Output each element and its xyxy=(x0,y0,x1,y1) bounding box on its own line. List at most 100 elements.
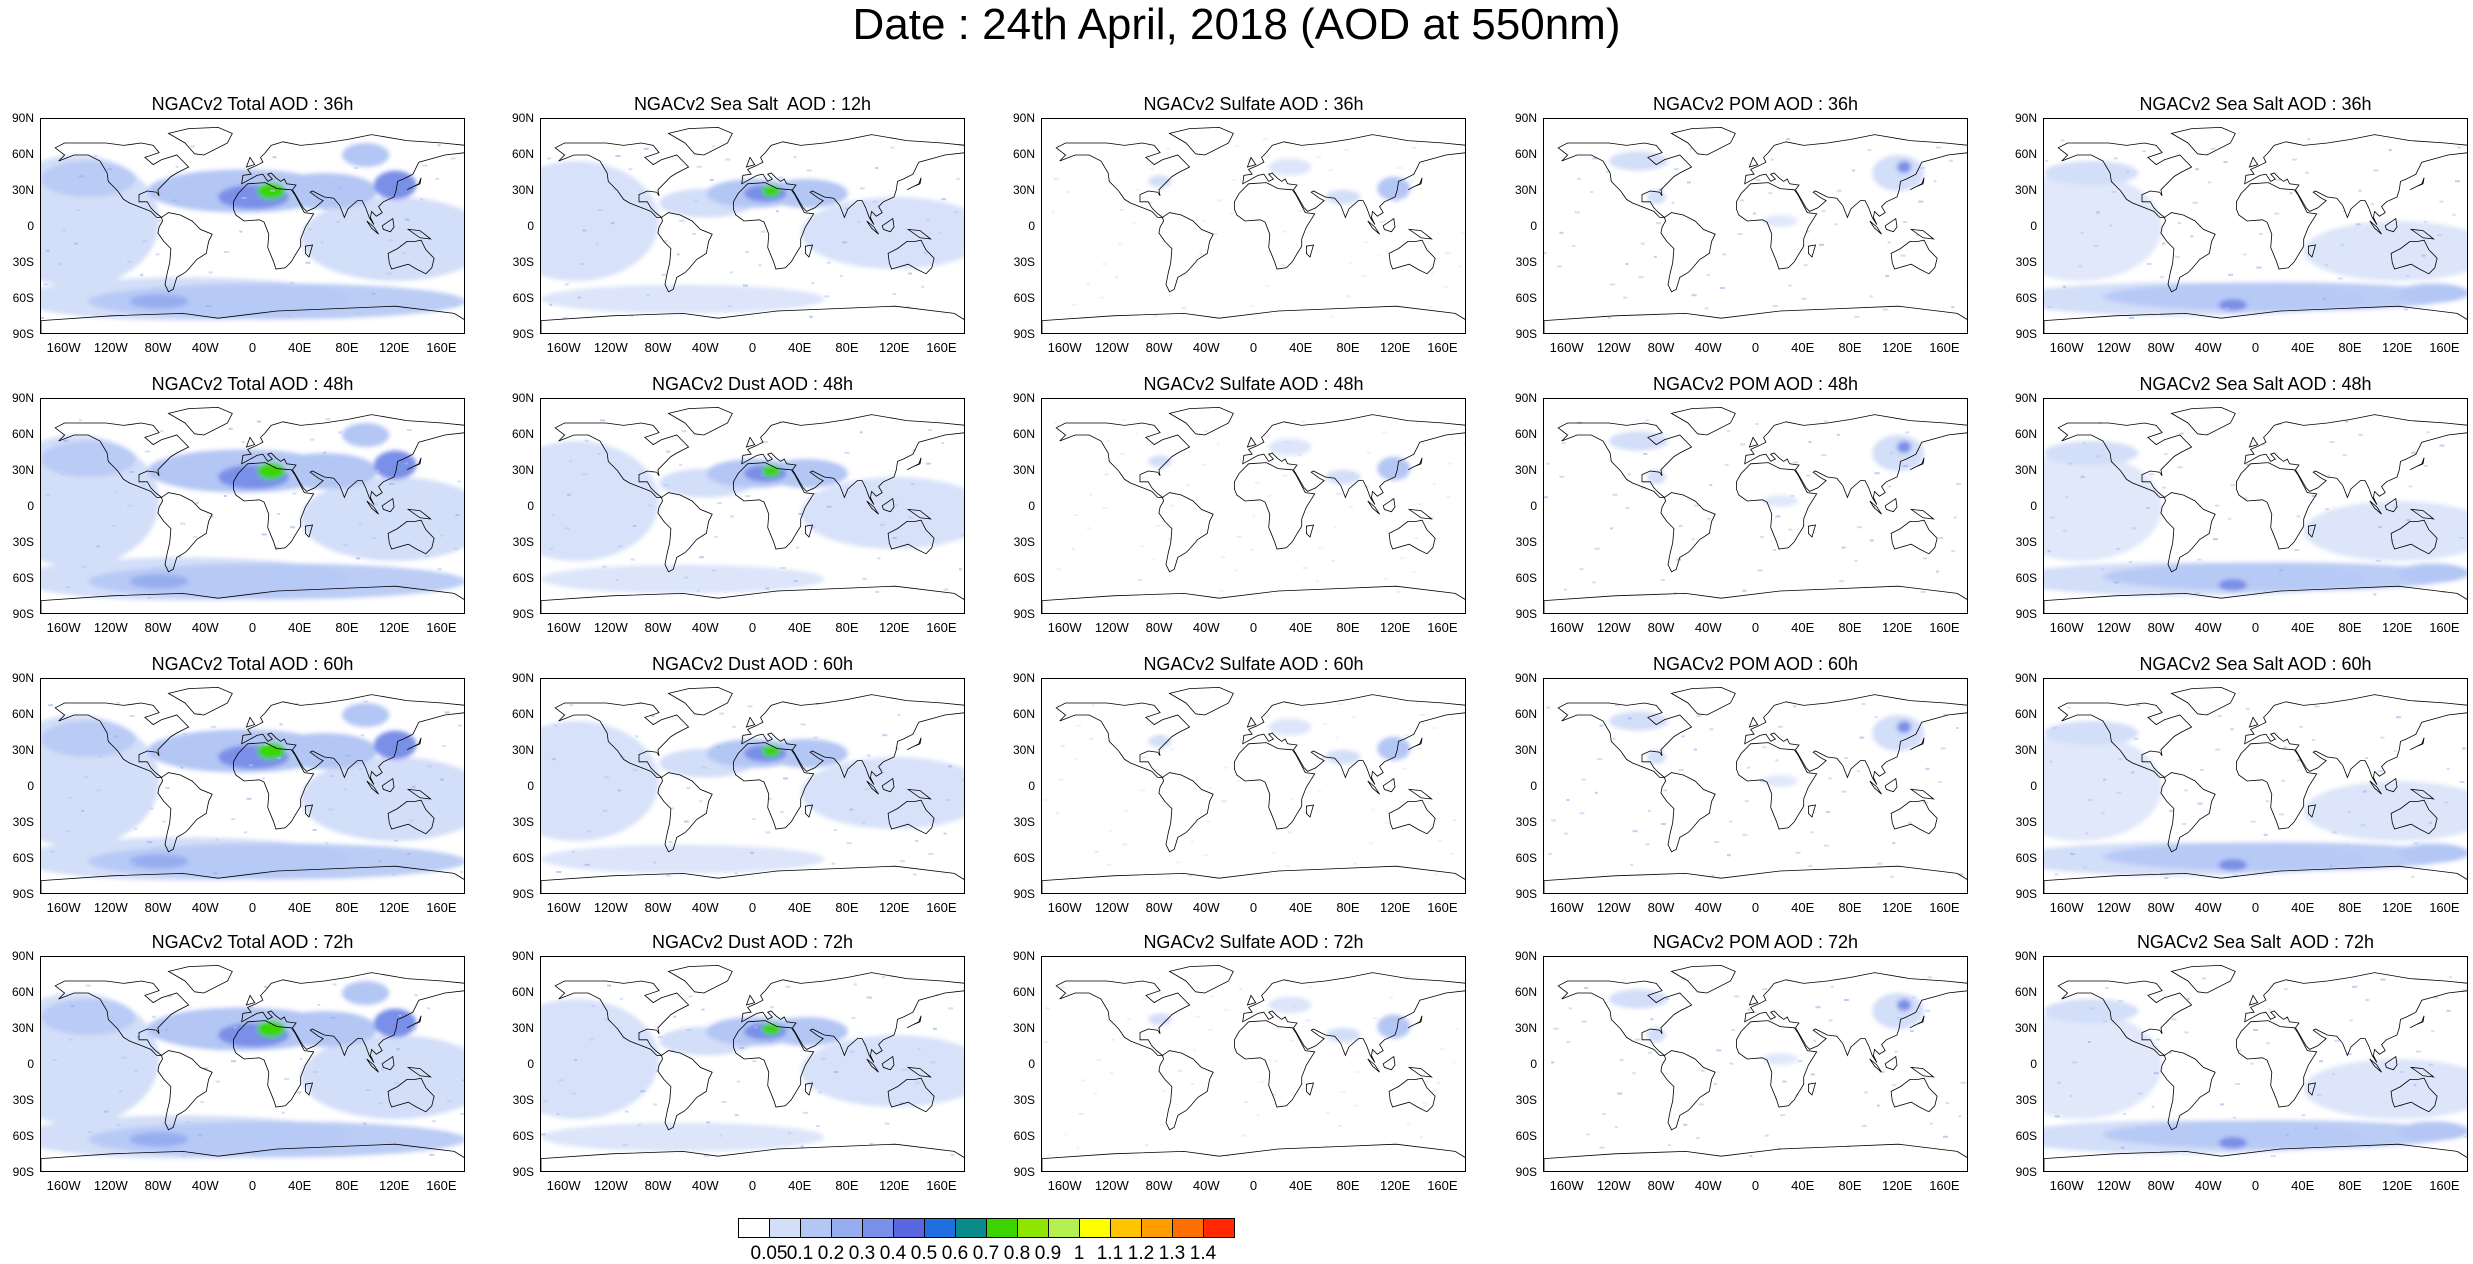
aod-cell xyxy=(1842,547,1846,549)
aod-cell xyxy=(745,251,749,253)
aod-plume xyxy=(130,1132,189,1146)
aod-cell xyxy=(191,145,195,147)
lat-tick-label: 60N xyxy=(2003,427,2037,441)
lat-tick-label: 90N xyxy=(2003,949,2037,963)
aod-cell xyxy=(1446,252,1450,254)
aod-cell xyxy=(330,775,334,777)
aod-cell xyxy=(2317,1094,2322,1096)
aod-cell xyxy=(396,1048,400,1050)
aod-cell xyxy=(689,995,693,997)
aod-cell xyxy=(1793,461,1798,463)
aod-cell xyxy=(1551,819,1556,821)
panel-title: NGACv2 Dust AOD : 72h xyxy=(540,931,965,953)
aod-cell xyxy=(2429,822,2432,824)
aod-cell xyxy=(857,221,860,223)
aod-cell xyxy=(1654,256,1657,258)
aod-cell xyxy=(2136,1126,2141,1128)
aod-cell xyxy=(605,776,609,778)
aod-cell xyxy=(625,1111,629,1113)
aod-cell xyxy=(354,167,358,169)
aod-cell xyxy=(2447,768,2450,770)
aod-cell xyxy=(763,441,768,443)
aod-cell xyxy=(2184,789,2187,791)
aod-cell xyxy=(2182,823,2186,825)
aod-cell xyxy=(2177,222,2181,224)
aod-plume xyxy=(541,999,659,1119)
aod-cell xyxy=(1155,769,1158,771)
coastline xyxy=(246,995,254,1005)
aod-cell xyxy=(1633,1072,1636,1074)
aod-cell xyxy=(699,556,704,558)
aod-cell xyxy=(710,179,714,181)
aod-cell xyxy=(1329,169,1333,171)
aod-cell xyxy=(964,987,965,989)
aod-cell xyxy=(1298,210,1303,212)
aod-plume xyxy=(271,173,377,209)
aod-cell xyxy=(781,811,784,813)
aod-cell xyxy=(1617,1093,1622,1095)
aod-cell xyxy=(946,799,951,801)
aod-cell xyxy=(1417,503,1422,505)
colorbar-swatch xyxy=(1141,1218,1173,1238)
aod-cell xyxy=(163,821,166,823)
aod-plume xyxy=(257,743,285,760)
aod-cell xyxy=(628,168,632,170)
coastline xyxy=(1745,415,1968,505)
coastline xyxy=(669,407,733,435)
coastline xyxy=(907,458,921,470)
map-canvas xyxy=(41,957,465,1172)
aod-plume xyxy=(41,721,135,757)
aod-cell xyxy=(640,1090,645,1092)
aod-cell xyxy=(1199,253,1204,255)
aod-cell xyxy=(2231,484,2236,486)
aod-cell xyxy=(2411,452,2416,454)
lat-tick-label: 0 xyxy=(1503,499,1537,513)
aod-cell xyxy=(2096,455,2101,457)
aod-cell xyxy=(864,788,869,790)
aod-cell xyxy=(882,976,885,978)
aod-cell xyxy=(957,178,960,180)
aod-plume xyxy=(342,981,389,1005)
aod-cell xyxy=(2210,148,2215,150)
aod-cell xyxy=(2118,758,2122,760)
aod-field xyxy=(1609,151,1924,227)
aod-cell xyxy=(2274,213,2279,215)
aod-cell xyxy=(748,461,752,463)
aod-plume xyxy=(1269,997,1312,1014)
coastline xyxy=(1247,995,1255,1005)
aod-cell xyxy=(117,1124,121,1126)
lat-tick-label: 60N xyxy=(0,707,34,721)
aod-cell xyxy=(752,1060,756,1062)
aod-cell xyxy=(363,701,368,703)
aod-plume xyxy=(2044,733,2162,841)
aod-cell xyxy=(427,1007,430,1009)
lat-tick-label: 30S xyxy=(500,255,534,269)
aod-cell xyxy=(1582,779,1586,781)
aod-cell xyxy=(1870,539,1874,541)
aod-cell xyxy=(2057,1082,2061,1084)
aod-cell xyxy=(2114,157,2118,159)
aod-cell xyxy=(778,177,783,179)
aod-cell xyxy=(890,147,894,149)
aod-cell xyxy=(1356,1071,1359,1073)
lon-tick-label: 80W xyxy=(1636,1178,1686,1194)
coastline xyxy=(1544,1144,1968,1172)
aod-cell xyxy=(323,208,328,210)
lat-tick-label: 0 xyxy=(1001,1057,1035,1071)
lat-tick-label: 90N xyxy=(1503,949,1537,963)
aod-cell xyxy=(180,767,183,769)
aod-cell xyxy=(671,807,674,809)
lat-tick-label: 30N xyxy=(0,183,34,197)
aod-cell xyxy=(658,1036,663,1038)
aod-cell xyxy=(1834,223,1837,225)
aod-plume xyxy=(342,143,389,167)
lat-tick-label: 30S xyxy=(0,815,34,829)
aod-cell xyxy=(1201,464,1206,466)
aod-plume xyxy=(374,171,417,200)
aod-cell xyxy=(1546,707,1550,709)
aod-cell xyxy=(785,986,790,988)
aod-plume xyxy=(342,423,389,447)
